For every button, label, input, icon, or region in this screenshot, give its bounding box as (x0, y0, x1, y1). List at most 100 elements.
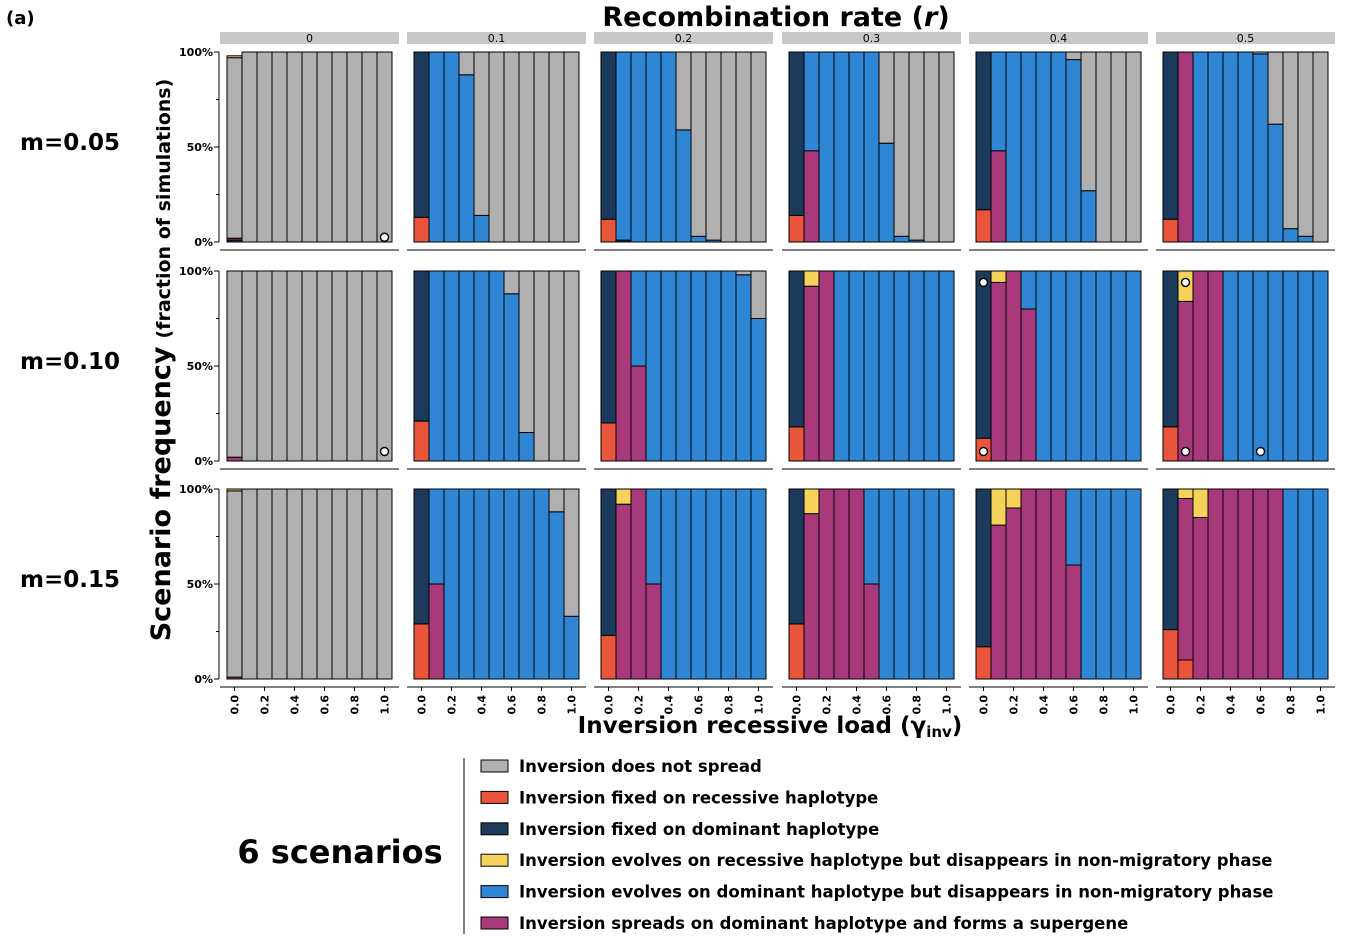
legend-swatch (480, 790, 509, 804)
bar-segment-super (1020, 488, 1037, 680)
bar-segment-super (1005, 270, 1022, 462)
bar-segment-super (818, 270, 835, 462)
bar-segment-nospread (908, 51, 925, 241)
bar-segment-evodom (1080, 270, 1097, 462)
column-title-text: Recombination rate ( (602, 2, 924, 33)
bar-segment-nospread (301, 488, 318, 680)
bar-segment-evodom (1267, 270, 1284, 462)
bar-segment-super (1252, 488, 1269, 680)
bar-segment-evodom (848, 51, 865, 243)
bar-segment-nospread (286, 488, 303, 680)
panel (969, 51, 1148, 251)
panel (782, 270, 961, 470)
bar-segment-fixrec (1162, 218, 1179, 243)
y-tick-label: 100% (179, 265, 213, 278)
bar-segment-super (1050, 488, 1067, 680)
bar-segment-nospread (241, 270, 258, 462)
column-title-close: ) (937, 2, 949, 33)
bar-segment-evodom (1065, 488, 1082, 566)
y-tick-label: 50% (187, 578, 213, 591)
legend-swatch (480, 822, 509, 836)
bar-segment-super (990, 150, 1007, 243)
column-strip-label: 0.3 (863, 32, 881, 45)
bar-segment-nospread (331, 488, 348, 680)
marker (1180, 277, 1191, 288)
bar-segment-fixdom (1162, 51, 1179, 220)
bar-segment-evorec (1177, 488, 1194, 499)
column-strip (407, 32, 586, 44)
x-tick-label: 0.0 (603, 695, 616, 715)
bar-segment-evodom (1050, 270, 1067, 462)
panel: 0.0 0.2 0.4 0.6 0.8 1.0 (407, 488, 586, 715)
bar-segment-super (1192, 270, 1209, 462)
bar-segment-nospread (473, 51, 490, 216)
bar-segment-nospread (241, 51, 258, 243)
bar-segment-evodom (1095, 270, 1112, 462)
bar-segment-fixdom (1162, 488, 1179, 631)
legend-item: Inversion fixed on recessive haplotype (480, 788, 878, 807)
bar-segment-evodom (1312, 488, 1329, 680)
x-tick-label: 0.2 (1008, 695, 1021, 715)
bar-segment-evodom (735, 274, 752, 462)
bar-segment-evodom (1267, 123, 1284, 243)
bar-segment-nospread (271, 488, 288, 680)
bar-segment-evorec (990, 270, 1007, 283)
x-tick-label: 0.4 (851, 695, 864, 715)
x-tick-label: 1.0 (566, 695, 579, 715)
bar-segment-super (615, 503, 632, 680)
bar-segment-evodom (630, 51, 647, 243)
bar-segment-fixdom (413, 51, 430, 218)
x-tick-label: 0.8 (1098, 695, 1111, 715)
bar-segment-nospread (518, 51, 535, 243)
bar-segment-evorec (226, 488, 243, 492)
bar-segment-nospread (720, 51, 737, 243)
bar-segment-nospread (256, 488, 273, 680)
bar-segment-evodom (630, 270, 647, 367)
legend-item: Inversion does not spread (480, 757, 762, 776)
bar-segment-nospread (376, 51, 393, 243)
x-tick-label: 0.8 (536, 695, 549, 715)
bar-segment-evodom (660, 270, 677, 462)
y-tick-label: 0% (194, 673, 213, 686)
x-tick-label: 0.4 (289, 695, 302, 715)
bar-segment-nospread (286, 51, 303, 243)
row-labels: m=0.05 m=0.10 m=0.15 (20, 130, 120, 593)
bar-segment-evodom (833, 270, 850, 462)
bar-segment-nospread (271, 270, 288, 462)
bar-segment-fixrec (1162, 629, 1179, 680)
bar-segment-super (1020, 308, 1037, 462)
bar-segment-fixrec (788, 426, 805, 462)
bar-segment-evodom (518, 488, 535, 680)
bar-segment-nospread (750, 51, 767, 243)
x-tick-label: 0.2 (259, 695, 272, 715)
bar-segment-nospread (938, 51, 955, 243)
bar-segment-evodom (863, 51, 880, 243)
bar-segment-nospread (301, 51, 318, 243)
bar-segment-nospread (735, 270, 752, 276)
bar-segment-evodom (1297, 488, 1314, 680)
bar-segment-evorec (1005, 488, 1022, 509)
bar-segment-evodom (1125, 488, 1142, 680)
bar-segment-fixdom (413, 270, 430, 422)
y-tick-label: 0% (194, 455, 213, 468)
bar-segment-evodom (878, 488, 895, 680)
bar-segment-evodom (923, 488, 940, 680)
bar-segment-super (990, 281, 1007, 462)
x-tick-label: 0.0 (791, 695, 804, 715)
row-label: m=0.15 (20, 567, 120, 593)
bar-segment-super (803, 285, 820, 462)
x-tick-label: 0.6 (319, 695, 332, 715)
panel: 0% 50% 100% (179, 265, 399, 470)
bar-segment-evodom (473, 270, 490, 462)
x-axis-label: Inversion recessive load (γinv) (578, 713, 963, 741)
column-strip (220, 32, 399, 44)
bar-segment-fixrec (413, 623, 430, 680)
bar-segment-fixdom (600, 51, 617, 220)
bar-segment-evodom (428, 488, 445, 585)
legend-item: Inversion spreads on dominant haplotype … (480, 914, 1128, 933)
bar-segment-nospread (226, 490, 243, 678)
bar-segment-nospread (346, 51, 363, 243)
bar-segment-super (1222, 488, 1239, 680)
x-axis-label-text: Inversion recessive load (γ (578, 713, 927, 739)
bar-segment-super (1035, 488, 1052, 680)
